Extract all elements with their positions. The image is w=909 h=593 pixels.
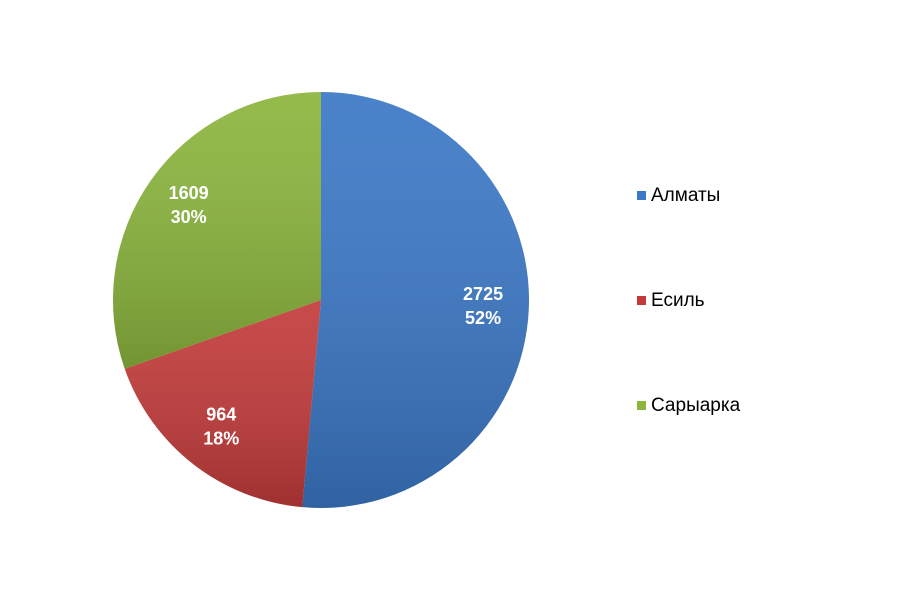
legend-swatch <box>637 296 646 305</box>
value-label: 2725 <box>463 284 503 304</box>
percent-label: 52% <box>465 308 501 328</box>
slice-shade <box>124 300 321 508</box>
legend-label: Сарыарка <box>651 395 741 416</box>
legend-swatch <box>637 191 646 200</box>
slice-shade <box>302 92 529 508</box>
legend-swatch <box>637 401 646 410</box>
value-label: 964 <box>206 405 236 425</box>
percent-label: 18% <box>203 429 239 449</box>
legend-label: Алматы <box>651 185 720 206</box>
value-label: 1609 <box>169 183 209 203</box>
slice-shade <box>112 91 322 369</box>
legend-label: Есиль <box>651 290 705 311</box>
percent-label: 30% <box>171 207 207 227</box>
